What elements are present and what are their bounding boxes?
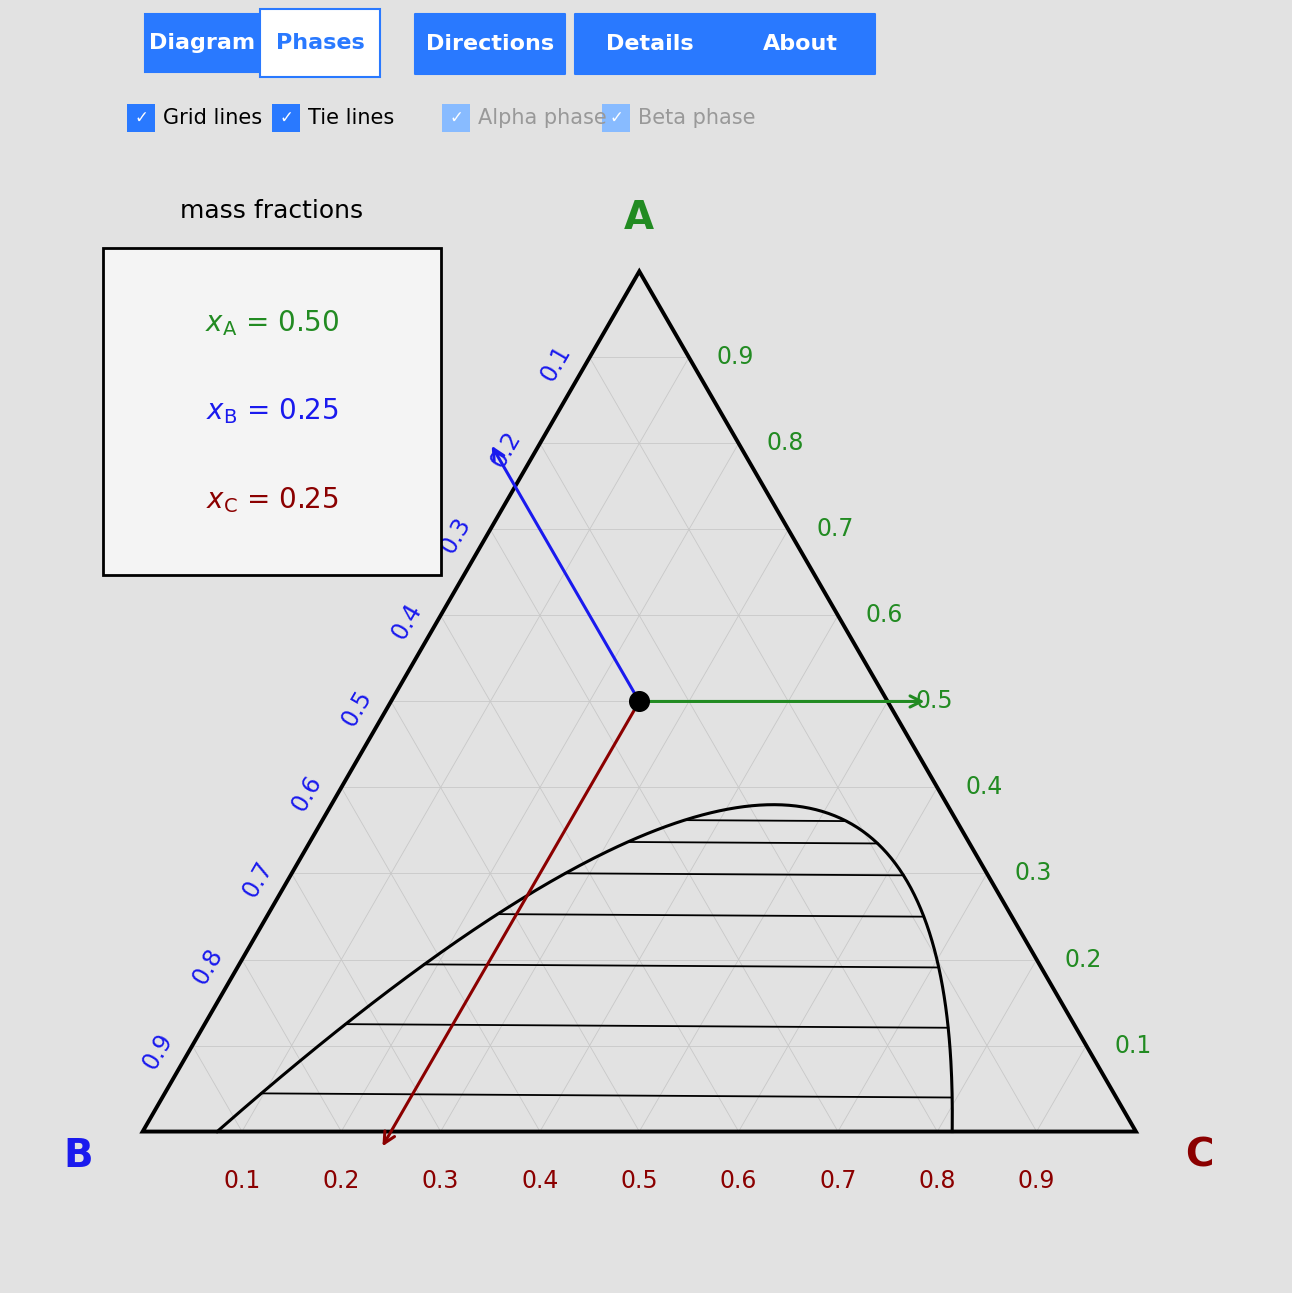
Text: Tie lines: Tie lines	[307, 107, 394, 128]
Text: Details: Details	[606, 34, 694, 54]
Bar	[442, 103, 470, 132]
Text: 0.1: 0.1	[1114, 1033, 1151, 1058]
Text: 0.3: 0.3	[1014, 861, 1052, 886]
Text: 0.2: 0.2	[1065, 948, 1102, 971]
Text: 0.5: 0.5	[916, 689, 953, 714]
Text: Diagram: Diagram	[149, 32, 255, 53]
Text: ✓: ✓	[279, 109, 293, 127]
Text: 0.5: 0.5	[337, 685, 376, 731]
Text: 0.6: 0.6	[866, 604, 903, 627]
Bar	[602, 103, 630, 132]
Text: About: About	[762, 34, 837, 54]
Text: 0.3: 0.3	[422, 1169, 460, 1193]
Text: $\it{x}$$_\mathsf{A}$ = 0.50: $\it{x}$$_\mathsf{A}$ = 0.50	[204, 308, 339, 337]
Text: 0.2: 0.2	[323, 1169, 360, 1193]
Text: 0.5: 0.5	[620, 1169, 658, 1193]
Text: 0.4: 0.4	[965, 776, 1003, 799]
Text: A: A	[624, 199, 654, 237]
Bar	[103, 247, 441, 575]
Text: 0.9: 0.9	[717, 345, 755, 370]
Text: 0.8: 0.8	[919, 1169, 956, 1193]
Text: Directions: Directions	[426, 34, 554, 54]
Point	[629, 692, 650, 712]
Text: 0.3: 0.3	[437, 513, 475, 557]
Text: Alpha phase: Alpha phase	[478, 107, 607, 128]
Text: 0.7: 0.7	[819, 1169, 857, 1193]
Bar	[260, 9, 380, 76]
Text: 0.1: 0.1	[224, 1169, 261, 1193]
Text: ✓: ✓	[609, 109, 623, 127]
Text: 0.2: 0.2	[486, 428, 526, 472]
Text: 0.7: 0.7	[238, 857, 278, 903]
Bar	[273, 103, 300, 132]
Text: 0.8: 0.8	[189, 944, 227, 988]
Text: C: C	[1186, 1137, 1214, 1174]
Text: Beta phase: Beta phase	[638, 107, 756, 128]
Text: Grid lines: Grid lines	[163, 107, 262, 128]
Text: 0.9: 0.9	[138, 1029, 178, 1074]
Text: B: B	[63, 1137, 93, 1174]
Text: 0.8: 0.8	[766, 432, 804, 455]
Text: $\it{x}$$_\mathsf{B}$ = 0.25: $\it{x}$$_\mathsf{B}$ = 0.25	[205, 397, 339, 427]
Text: 0.6: 0.6	[287, 772, 327, 816]
Text: mass fractions: mass fractions	[180, 199, 363, 222]
Bar	[725, 14, 875, 74]
Text: ✓: ✓	[134, 109, 149, 127]
Text: 0.4: 0.4	[521, 1169, 558, 1193]
Bar	[575, 14, 725, 74]
Text: 0.6: 0.6	[720, 1169, 757, 1193]
Text: 0.4: 0.4	[386, 600, 426, 644]
Bar	[415, 14, 565, 74]
Text: Phases: Phases	[275, 32, 364, 53]
Bar	[127, 103, 155, 132]
Text: $\it{x}$$_\mathsf{C}$ = 0.25: $\it{x}$$_\mathsf{C}$ = 0.25	[205, 485, 339, 515]
Bar	[145, 14, 260, 72]
Text: 0.9: 0.9	[1018, 1169, 1056, 1193]
Text: 0.1: 0.1	[536, 341, 575, 385]
Text: 0.7: 0.7	[817, 517, 854, 542]
Text: ✓: ✓	[450, 109, 463, 127]
